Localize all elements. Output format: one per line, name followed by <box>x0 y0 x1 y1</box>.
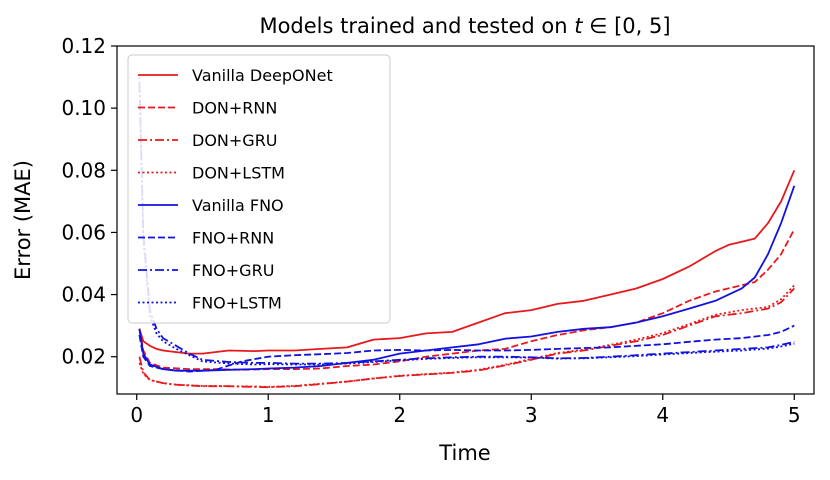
legend-label: DON+GRU <box>192 131 278 150</box>
series-line-don-lstm <box>138 284 795 388</box>
x-tick-label: 5 <box>788 403 801 427</box>
series-line-fno-rnn <box>138 324 795 373</box>
legend-label: DON+RNN <box>192 99 277 118</box>
x-tick-label: 4 <box>656 403 669 427</box>
series-line-vanilla-deeponet <box>138 169 796 355</box>
y-tick-label: 0.04 <box>61 283 106 307</box>
legend-label: DON+LSTM <box>192 164 285 183</box>
legend-label: FNO+GRU <box>192 261 274 280</box>
series-group <box>138 77 796 389</box>
chart-title: Models trained and tested on t ∈ [0, 5] <box>259 14 670 38</box>
y-axis-ticks: 0.02 0.04 0.06 0.08 0.10 0.12 <box>61 34 117 369</box>
legend-box <box>127 54 391 324</box>
legend-label: Vanilla DeepONet <box>192 66 333 85</box>
series-line-don-rnn <box>138 228 796 371</box>
x-tick-label: 1 <box>262 403 275 427</box>
x-tick-label: 3 <box>525 403 538 427</box>
x-axis-label: Time <box>438 441 490 465</box>
legend: Vanilla DeepONet DON+RNN DON+GRU DON+LSTM Va… <box>127 54 391 324</box>
x-tick-label: 0 <box>130 403 143 427</box>
y-axis-label: Error (MAE) <box>11 160 35 280</box>
x-tick-label: 2 <box>393 403 406 427</box>
y-tick-label: 0.08 <box>61 158 106 182</box>
y-tick-label: 0.10 <box>61 96 106 120</box>
x-axis-ticks: 0 1 2 3 4 5 <box>130 394 801 427</box>
legend-label: FNO+RNN <box>192 229 274 248</box>
axes-frame <box>116 45 815 395</box>
legend-label: FNO+LSTM <box>192 294 282 313</box>
legend-label: Vanilla FNO <box>192 196 284 215</box>
y-tick-label: 0.02 <box>61 345 106 369</box>
y-tick-label: 0.12 <box>61 34 106 58</box>
plot-area <box>138 77 796 389</box>
series-line-fno-lstm <box>138 77 795 366</box>
y-tick-label: 0.06 <box>61 220 106 244</box>
